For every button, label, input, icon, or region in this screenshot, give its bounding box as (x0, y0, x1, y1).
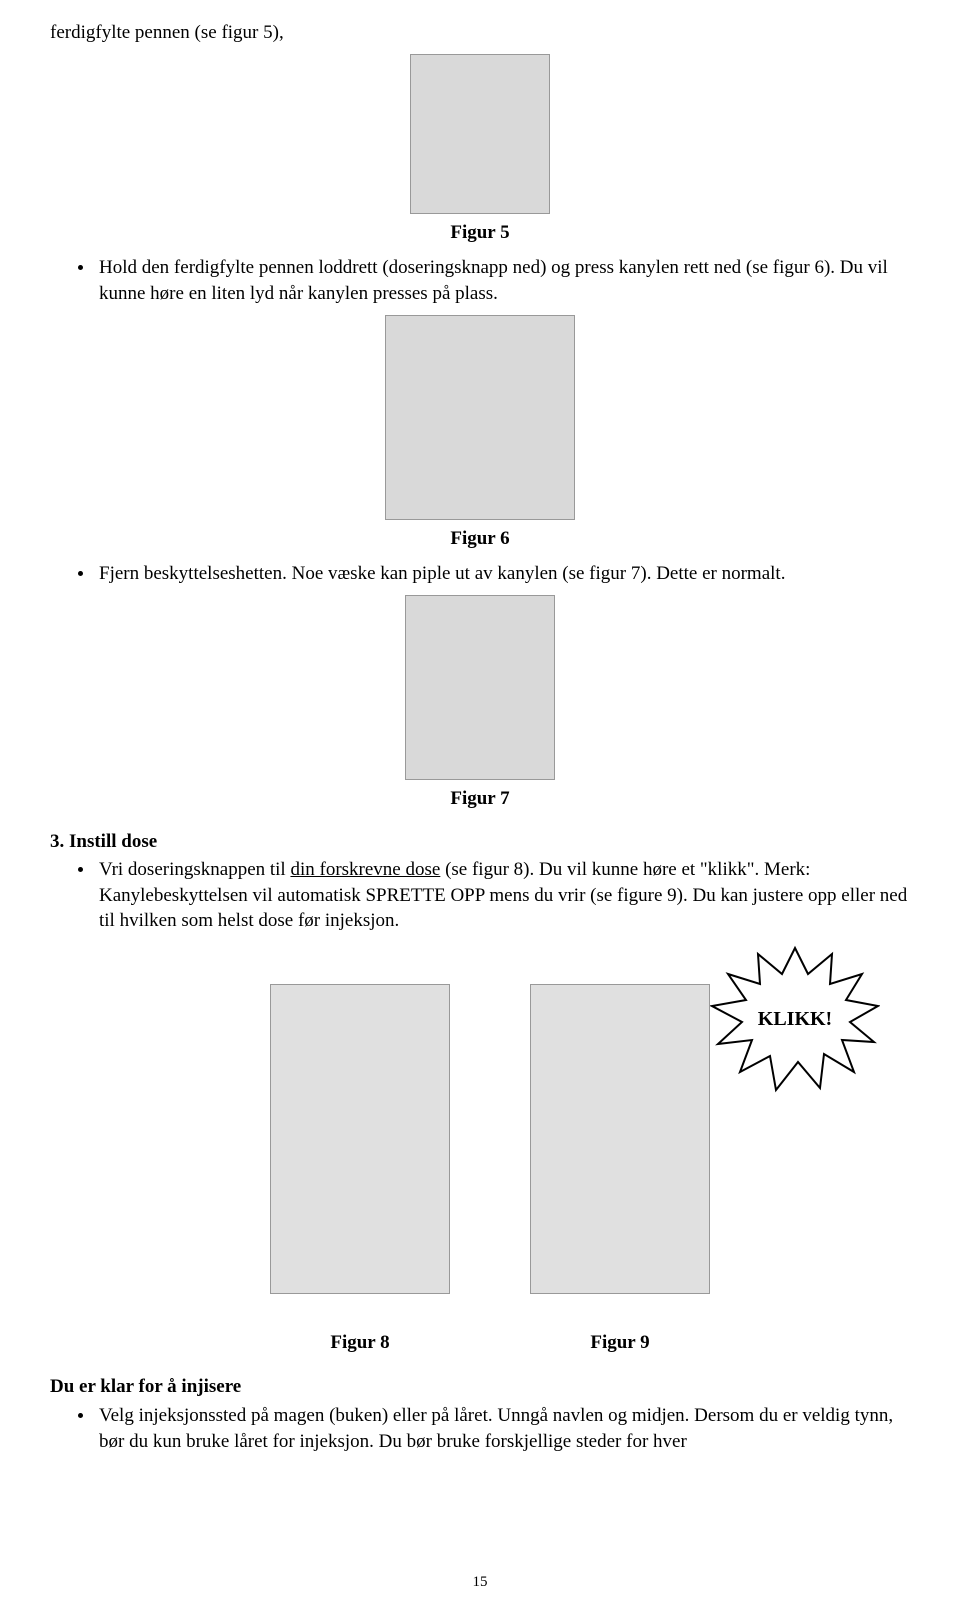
klikk-starburst: KLIKK! (710, 944, 880, 1094)
bullet3-underline: din forskrevne dose (290, 859, 440, 880)
bullet-icon (78, 1413, 83, 1418)
bullet-item: Vri doseringsknappen til din forskrevne … (50, 857, 910, 934)
bullet3-part-a: Vri doseringsknappen til (99, 859, 290, 880)
bullet-text: Fjern beskyttelseshetten. Noe væske kan … (99, 561, 910, 587)
bullet-icon (78, 571, 83, 576)
figure-6-image (385, 315, 575, 520)
continuation-text: ferdigfylte pennen (se figur 5), (50, 20, 910, 46)
figure-8-caption: Figur 8 (205, 1330, 515, 1356)
figure-6-caption: Figur 6 (50, 526, 910, 552)
bullet-icon (78, 867, 83, 872)
bullet-item: Hold den ferdigfylte pennen loddrett (do… (50, 255, 910, 306)
bullet-item: Fjern beskyttelseshetten. Noe væske kan … (50, 561, 910, 587)
bullet-icon (78, 265, 83, 270)
figure-8-image (270, 984, 450, 1294)
page-number: 15 (0, 1572, 960, 1592)
figures-8-9-captions: Figur 8 Figur 9 (50, 1330, 910, 1356)
figure-7-caption: Figur 7 (50, 786, 910, 812)
section-3-heading: 3. Instill dose (50, 829, 910, 855)
ready-heading: Du er klar for å injisere (50, 1374, 910, 1400)
bullet-text: Velg injeksjonssted på magen (buken) ell… (99, 1403, 910, 1454)
figure-7-image (405, 595, 555, 780)
figure-9-caption: Figur 9 (530, 1330, 710, 1356)
bullet-text: Hold den ferdigfylte pennen loddrett (do… (99, 255, 910, 306)
figure-9-image (530, 984, 710, 1294)
bullet-item: Velg injeksjonssted på magen (buken) ell… (50, 1403, 910, 1454)
bullet-text: Vri doseringsknappen til din forskrevne … (99, 857, 910, 934)
figures-8-9-container: KLIKK! (50, 944, 910, 1324)
figure-5-image (410, 54, 550, 214)
klikk-label: KLIKK! (710, 944, 880, 1094)
figure-5-caption: Figur 5 (50, 220, 910, 246)
